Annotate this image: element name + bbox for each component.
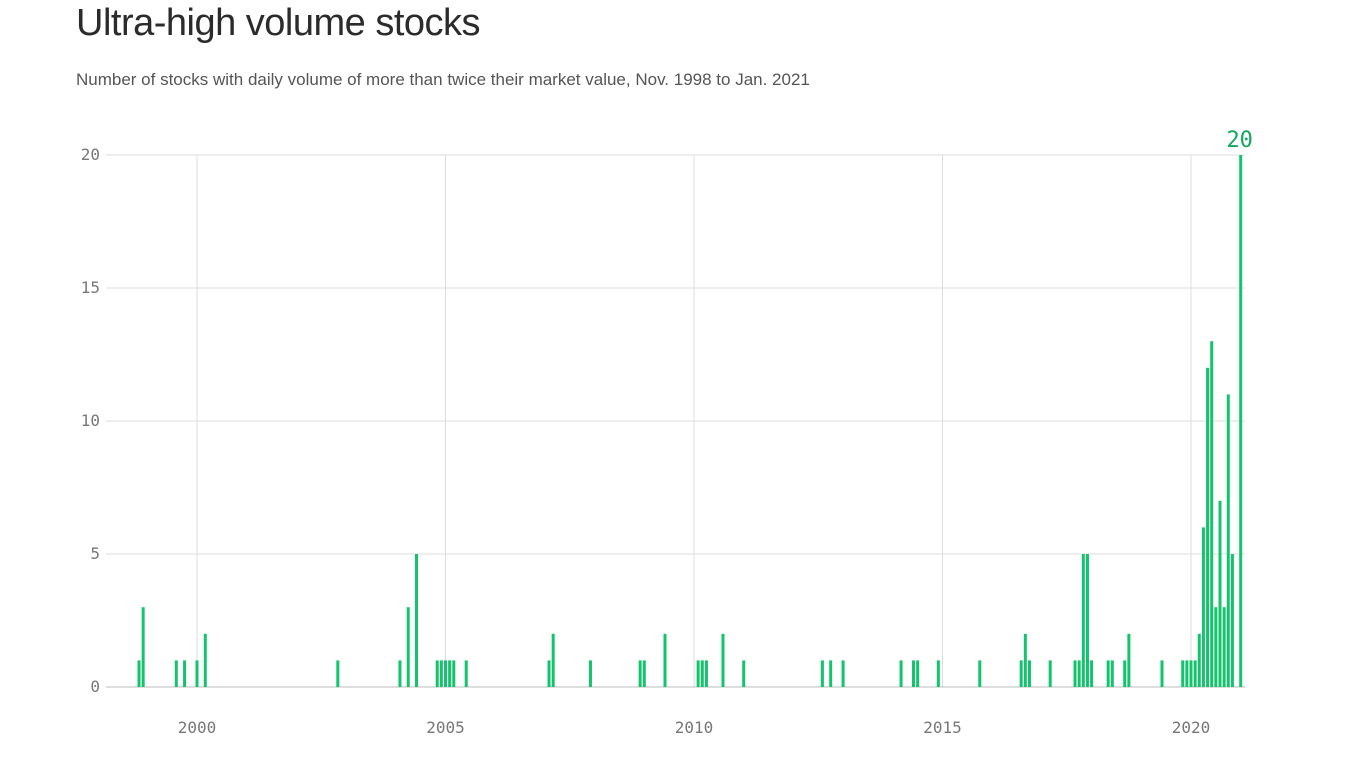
bar — [1201, 527, 1205, 687]
bar — [829, 660, 833, 687]
bar — [638, 660, 642, 687]
bar — [721, 633, 725, 687]
bar — [452, 660, 456, 687]
y-tick-label: 15 — [81, 278, 100, 297]
bar — [551, 633, 555, 687]
bar — [415, 554, 419, 687]
bar — [663, 633, 667, 687]
bar — [444, 660, 447, 687]
bar — [1077, 660, 1081, 687]
bar — [1090, 660, 1094, 687]
bar — [406, 607, 410, 687]
bar — [912, 660, 916, 687]
bar — [1230, 554, 1234, 687]
x-tick-label: 2000 — [178, 718, 217, 737]
bars — [137, 155, 1243, 687]
bar — [137, 660, 141, 687]
peak-value-label: 20 — [1226, 128, 1253, 153]
x-tick-label: 2005 — [426, 718, 465, 737]
x-tick-label: 2015 — [923, 718, 962, 737]
y-tick-label: 0 — [90, 677, 100, 696]
bar — [1222, 607, 1226, 687]
bar — [1226, 394, 1230, 687]
bar — [1181, 660, 1185, 687]
bar — [336, 660, 340, 687]
bar — [195, 660, 199, 687]
x-tick-label: 2020 — [1172, 718, 1211, 737]
bar — [1110, 660, 1114, 687]
bar — [1127, 633, 1131, 687]
y-tick-label: 10 — [81, 411, 100, 430]
bar — [439, 660, 443, 687]
bar — [203, 633, 207, 687]
bar — [1193, 660, 1197, 687]
bar — [742, 660, 746, 687]
y-tick-label: 20 — [81, 145, 100, 164]
bar — [1023, 633, 1027, 687]
bar — [936, 660, 940, 687]
bar — [704, 660, 708, 687]
x-tick-label: 2010 — [675, 718, 714, 737]
chart-subtitle: Number of stocks with daily volume of mo… — [76, 70, 810, 89]
bar — [547, 660, 551, 687]
bar — [1189, 660, 1193, 687]
bar — [1123, 660, 1127, 687]
bar — [1081, 554, 1085, 687]
bar — [174, 660, 178, 687]
bar — [1019, 660, 1023, 687]
bar — [642, 660, 646, 687]
bar — [916, 660, 920, 687]
bar — [820, 660, 824, 687]
annotations: 20 — [1226, 128, 1253, 153]
bar — [1027, 660, 1031, 687]
bar — [1210, 341, 1214, 687]
bar — [141, 607, 145, 687]
x-axis-tick-labels: 2000 2005 2010 2015 2020 — [178, 718, 1211, 737]
bar — [1206, 367, 1210, 687]
bar — [1160, 660, 1164, 687]
bar — [1185, 660, 1189, 687]
bar — [448, 660, 452, 687]
bar — [398, 660, 402, 687]
chart-title: Ultra-high volume stocks — [76, 2, 481, 44]
horizontal-gridlines — [106, 154, 1245, 688]
bar — [700, 660, 704, 687]
bar — [1106, 660, 1110, 687]
bar — [978, 660, 982, 687]
bar — [1048, 660, 1052, 687]
y-axis-tick-labels: 0 5 10 15 20 — [81, 145, 100, 696]
bar — [1085, 554, 1089, 687]
bar — [1073, 660, 1077, 687]
bar — [435, 660, 439, 687]
bar — [1239, 155, 1243, 687]
y-tick-label: 5 — [90, 544, 100, 563]
bar — [696, 660, 700, 687]
bar — [588, 660, 592, 687]
bar — [1197, 633, 1201, 687]
bar — [1218, 500, 1222, 687]
bar — [1214, 607, 1218, 687]
bar — [841, 660, 845, 687]
bar — [464, 660, 468, 687]
bar — [899, 660, 903, 687]
bar — [183, 660, 187, 687]
